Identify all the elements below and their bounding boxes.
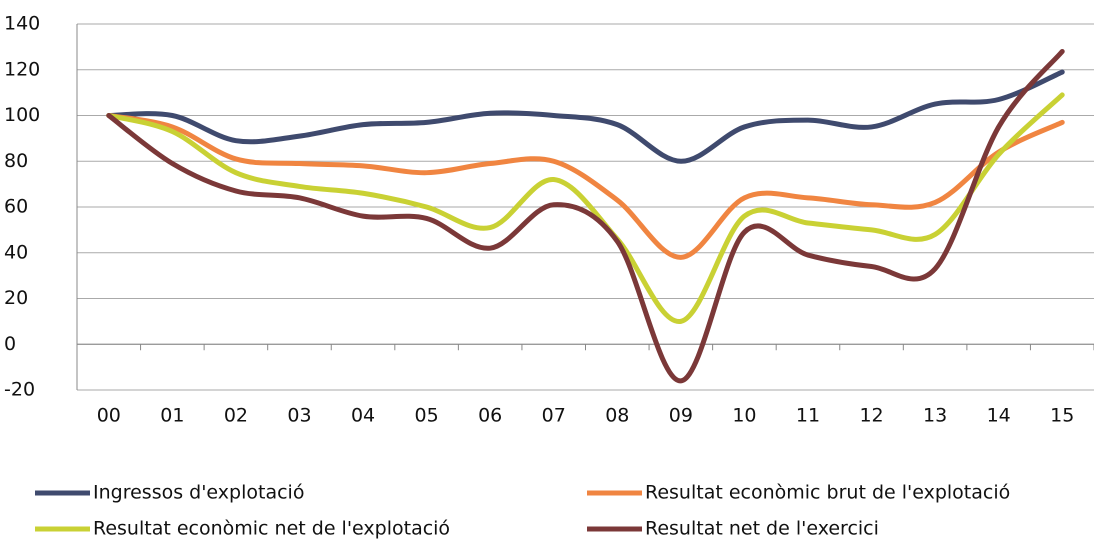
y-tick-label: 20 bbox=[4, 287, 28, 309]
x-tick-label: 04 bbox=[351, 405, 375, 427]
legend-label: Resultat econòmic net de l'explotació bbox=[93, 518, 450, 540]
y-tick-label: 40 bbox=[4, 241, 28, 263]
series-line bbox=[106, 113, 1065, 260]
y-tick-label: 100 bbox=[4, 104, 40, 126]
legend-label: Resultat econòmic brut de l'explotació bbox=[645, 482, 1010, 504]
x-tick-label: 14 bbox=[987, 405, 1011, 427]
x-tick-label: 05 bbox=[415, 405, 439, 427]
y-tick-label: 80 bbox=[4, 150, 28, 172]
series-line bbox=[106, 69, 1065, 164]
x-tick-label: 07 bbox=[542, 405, 566, 427]
x-tick-label: 10 bbox=[732, 405, 756, 427]
x-tick-label: 11 bbox=[796, 405, 820, 427]
x-tick-label: 15 bbox=[1050, 405, 1074, 427]
y-tick-label: 120 bbox=[4, 58, 40, 80]
x-tick-label: 06 bbox=[478, 405, 502, 427]
x-tick-label: 09 bbox=[669, 405, 693, 427]
series-line bbox=[106, 48, 1065, 384]
legend-label: Resultat net de l'exercici bbox=[645, 518, 879, 540]
x-tick-label: 00 bbox=[97, 405, 121, 427]
x-tick-label: 08 bbox=[605, 405, 629, 427]
y-tick-label: -20 bbox=[4, 379, 35, 401]
y-tick-label: 140 bbox=[4, 13, 40, 35]
x-tick-label: 02 bbox=[224, 405, 248, 427]
y-tick-label: 60 bbox=[4, 196, 28, 218]
x-tick-label: 03 bbox=[287, 405, 311, 427]
y-tick-label: 0 bbox=[4, 333, 16, 355]
x-tick-label: 01 bbox=[160, 405, 184, 427]
x-tick-label: 13 bbox=[923, 405, 947, 427]
legend-label: Ingressos d'explotació bbox=[93, 482, 304, 504]
x-tick-label: 12 bbox=[859, 405, 883, 427]
